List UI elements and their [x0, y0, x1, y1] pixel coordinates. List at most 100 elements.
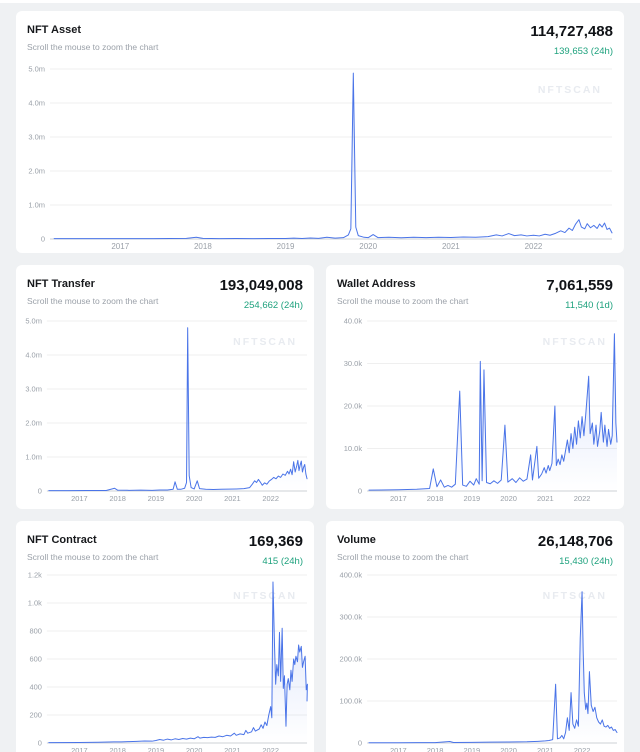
- x-axis-label: 2020: [500, 746, 517, 752]
- x-axis-label: 2022: [574, 494, 591, 503]
- y-axis-label: 10.0k: [344, 444, 363, 453]
- y-axis-label: 3.0m: [25, 384, 42, 393]
- chart-area: [368, 333, 617, 491]
- nftscan-watermark: NFTSCAN: [543, 336, 607, 348]
- change-value: 11,540 (1d): [565, 299, 613, 311]
- x-axis-label: 2018: [194, 242, 212, 251]
- y-axis-label: 300.0k: [340, 613, 363, 622]
- panel-title: Wallet Address: [337, 278, 416, 290]
- y-axis-label: 1.2k: [28, 570, 42, 579]
- chart-area: [48, 582, 308, 743]
- total-value: 7,061,559: [546, 277, 613, 294]
- y-axis-label: 0: [38, 738, 42, 747]
- wallet-address-panel: Wallet Address Scroll the mouse to zoom …: [326, 265, 624, 509]
- panel-title: Volume: [337, 534, 376, 546]
- y-axis-label: 400.0k: [340, 571, 363, 580]
- y-axis-label: 0: [358, 487, 362, 496]
- x-axis-label: 2018: [109, 746, 126, 752]
- x-axis-label: 2022: [525, 242, 543, 251]
- nft-transfer-chart[interactable]: 0 1.0m 2.0m 3.0m 4.0m 5.0m 2017 2018 2019 2020 202…: [16, 265, 314, 509]
- y-axis-label: 400: [29, 682, 41, 691]
- x-axis-label: 2021: [537, 494, 554, 503]
- panel-subtitle: Scroll the mouse to zoom the chart: [337, 552, 469, 563]
- y-axis-label: 30.0k: [344, 359, 363, 368]
- y-axis-label: 20.0k: [344, 402, 363, 411]
- y-axis-label: 3.0m: [28, 133, 45, 142]
- chart-line: [48, 581, 308, 744]
- nft-asset-chart[interactable]: 0 1.0m 2.0m 3.0m 4.0m 5.0m 2017 2018 2019 2020 202…: [16, 11, 624, 253]
- x-axis-label: 2018: [427, 494, 444, 503]
- panel-title: NFT Contract: [27, 534, 97, 546]
- y-axis-label: 2.0m: [28, 167, 45, 176]
- nftscan-watermark: NFTSCAN: [233, 337, 297, 348]
- nftscan-watermark: NFTSCAN: [543, 590, 607, 602]
- chart-line: [368, 591, 618, 744]
- total-value: 26,148,706: [537, 533, 613, 550]
- panel-title: NFT Asset: [27, 24, 81, 36]
- nftscan-watermark: NFTSCAN: [538, 84, 602, 96]
- y-axis-label: 800: [29, 626, 41, 635]
- panel-subtitle: Scroll the mouse to zoom the chart: [27, 296, 159, 307]
- x-axis-label: 2021: [224, 746, 241, 752]
- y-axis-label: 5.0m: [25, 316, 42, 325]
- y-axis-label: 600: [29, 654, 41, 663]
- nft-contract-panel: NFT Contract Scroll the mouse to zoom th…: [16, 521, 314, 752]
- dashboard: NFT Asset Scroll the mouse to zoom the c…: [0, 3, 640, 752]
- chart-line: [368, 333, 618, 491]
- x-axis-label: 2022: [574, 746, 591, 752]
- change-value: 254,662 (24h): [243, 299, 303, 311]
- panel-title: NFT Transfer: [27, 278, 95, 290]
- change-value: 139,653 (24h): [553, 45, 613, 57]
- change-value: 415 (24h): [262, 555, 303, 567]
- total-value: 169,369: [248, 533, 303, 550]
- y-axis-label: 200: [29, 710, 41, 719]
- x-axis-label: 2018: [109, 494, 126, 503]
- x-axis-label: 2017: [111, 242, 129, 251]
- x-axis-label: 2017: [71, 746, 88, 752]
- nftscan-watermark: NFTSCAN: [233, 591, 297, 602]
- x-axis-label: 2021: [224, 494, 241, 503]
- y-axis-label: 1.0m: [28, 201, 45, 210]
- x-axis-label: 2019: [148, 746, 165, 752]
- x-axis-label: 2020: [359, 242, 377, 251]
- y-axis-label: 4.0m: [28, 99, 45, 108]
- x-axis-label: 2020: [186, 746, 203, 752]
- panel-subtitle: Scroll the mouse to zoom the chart: [337, 296, 469, 307]
- panel-header: NFT Asset Scroll the mouse to zoom the c…: [16, 11, 624, 57]
- y-axis-label: 200.0k: [340, 655, 363, 664]
- x-axis-label: 2021: [537, 746, 554, 752]
- total-value: 114,727,488: [530, 23, 613, 40]
- chart-area: [54, 73, 612, 239]
- y-axis-label: 5.0m: [28, 65, 45, 74]
- panel-header: NFT Contract Scroll the mouse to zoom th…: [16, 521, 314, 567]
- wallet-address-chart[interactable]: 0 10.0k 20.0k 30.0k 40.0k 2017 2018 2019 2020 202…: [326, 265, 624, 509]
- x-axis-label: 2022: [262, 746, 279, 752]
- y-axis-label: 0: [38, 486, 42, 495]
- x-axis-label: 2019: [148, 494, 165, 503]
- y-axis-label: 0: [41, 235, 45, 244]
- y-axis-label: 4.0m: [25, 350, 42, 359]
- panel-header: NFT Transfer Scroll the mouse to zoom th…: [16, 265, 314, 311]
- chart-line: [48, 327, 308, 492]
- y-axis-label: 2.0m: [25, 418, 42, 427]
- x-axis-label: 2022: [262, 494, 279, 503]
- x-axis-label: 2019: [463, 746, 480, 752]
- chart-line: [53, 72, 613, 240]
- y-axis-label: 100.0k: [340, 697, 363, 706]
- y-axis-label: 1.0k: [28, 598, 42, 607]
- panel-subtitle: Scroll the mouse to zoom the chart: [27, 42, 159, 53]
- y-axis-label: 40.0k: [344, 317, 363, 326]
- y-axis-label: 1.0m: [25, 452, 42, 461]
- x-axis-label: 2019: [277, 242, 295, 251]
- panel-header: Wallet Address Scroll the mouse to zoom …: [326, 265, 624, 311]
- nft-contract-chart[interactable]: 0 200 400 600 800 1.0k 1.2k 2017 2018 2019 2020 202…: [16, 521, 314, 752]
- x-axis-label: 2018: [427, 746, 444, 752]
- x-axis-label: 2019: [463, 494, 480, 503]
- change-value: 15,430 (24h): [559, 555, 613, 567]
- x-axis-label: 2020: [186, 494, 203, 503]
- chart-area: [48, 327, 308, 491]
- nft-transfer-panel: NFT Transfer Scroll the mouse to zoom th…: [16, 265, 314, 509]
- x-axis-label: 2017: [71, 494, 88, 503]
- x-axis-label: 2017: [390, 494, 407, 503]
- volume-chart[interactable]: 0 100.0k 200.0k 300.0k 400.0k 2017 2018 2019 202…: [326, 521, 624, 752]
